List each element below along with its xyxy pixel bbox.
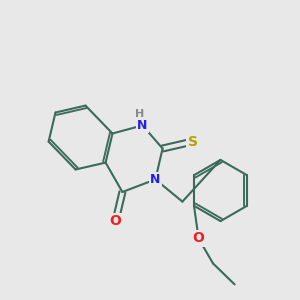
Text: O: O [110,214,122,228]
Text: N: N [137,119,148,132]
Text: H: H [136,109,145,119]
Text: N: N [150,173,161,186]
Text: O: O [193,232,205,245]
Text: S: S [188,135,198,148]
